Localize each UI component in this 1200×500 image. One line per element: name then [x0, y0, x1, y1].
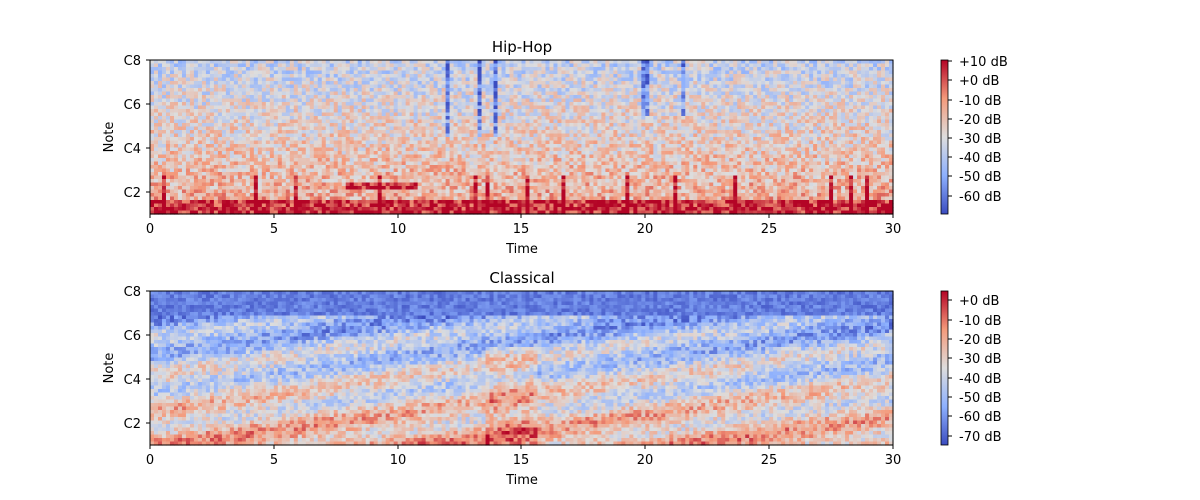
x-axis-label: Time	[505, 473, 538, 488]
colorbar-tick-label: +0 dB	[959, 294, 999, 309]
x-tick-label: 10	[390, 222, 407, 237]
x-tick: 0	[146, 445, 154, 468]
y-tick-label: C8	[124, 285, 141, 300]
y-tick-label: C6	[124, 98, 141, 113]
x-tick: 10	[390, 214, 407, 237]
colorbar-tick-label: -50 dB	[959, 170, 1002, 185]
x-tick-label: 20	[637, 453, 654, 468]
colorbar-tick: -30 dB	[948, 352, 1002, 367]
colorbar-tick: -20 dB	[948, 333, 1002, 348]
x-tick: 5	[270, 445, 278, 468]
colorbar-tick: +10 dB	[948, 55, 1008, 70]
colorbar-tick: -10 dB	[948, 94, 1002, 109]
y-tick: C6	[124, 329, 150, 344]
x-axis: 0 5 10 15 20 25 30 Time	[146, 445, 901, 488]
y-tick-label: C4	[124, 373, 141, 388]
colorbar-tick-label: -40 dB	[959, 372, 1002, 387]
x-tick: 5	[270, 214, 278, 237]
colorbar-tick-label: -70 dB	[959, 430, 1002, 445]
y-tick: C8	[124, 54, 150, 69]
colorbar-tick: +0 dB	[948, 74, 999, 89]
colorbar-tick-label: -40 dB	[959, 151, 1002, 166]
x-tick-label: 20	[637, 222, 654, 237]
x-tick: 15	[513, 445, 530, 468]
y-tick: C4	[124, 373, 150, 388]
colorbar-tick: -60 dB	[948, 410, 1002, 425]
colorbar: +0 dB -10 dB -20 dB -30 dB -40 dB -50 dB…	[940, 290, 1002, 446]
y-tick: C2	[124, 417, 150, 432]
colorbar-tick: -20 dB	[948, 113, 1002, 128]
x-tick: 25	[761, 445, 778, 468]
x-tick-label: 10	[390, 453, 407, 468]
x-axis: 0 5 10 15 20 25 30 Time	[146, 214, 901, 257]
x-tick-label: 25	[761, 453, 778, 468]
x-tick: 30	[885, 445, 902, 468]
colorbar-tick: -50 dB	[948, 170, 1002, 185]
colorbar-tick-label: +10 dB	[959, 55, 1008, 70]
x-tick-label: 5	[270, 453, 278, 468]
x-axis-label: Time	[505, 242, 538, 257]
x-tick-label: 25	[761, 222, 778, 237]
colorbar-tick-label: -60 dB	[959, 410, 1002, 425]
y-axis-label: Note	[102, 353, 117, 384]
colorbar-tick-label: +0 dB	[959, 74, 999, 89]
y-tick: C8	[124, 285, 150, 300]
x-tick: 25	[761, 214, 778, 237]
colorbar-tick-label: -50 dB	[959, 391, 1002, 406]
y-tick: C6	[124, 98, 150, 113]
colorbar-tick: -50 dB	[948, 391, 1002, 406]
colorbar-tick-label: -10 dB	[959, 94, 1002, 109]
y-tick-label: C2	[124, 417, 141, 432]
colorbar: +10 dB +0 dB -10 dB -20 dB -30 dB -40 dB…	[940, 55, 1008, 215]
spectrogram-classical	[150, 291, 894, 446]
y-tick-label: C6	[124, 329, 141, 344]
y-axis: C2 C4 C6 C8 Note	[102, 54, 150, 201]
colorbar-tick-label: -30 dB	[959, 352, 1002, 367]
y-axis: C2 C4 C6 C8 Note	[102, 285, 150, 432]
colorbar-tick-label: -10 dB	[959, 314, 1002, 329]
x-tick: 10	[390, 445, 407, 468]
x-tick-label: 30	[885, 453, 902, 468]
colorbar-tick-label: -20 dB	[959, 113, 1002, 128]
x-tick-label: 5	[270, 222, 278, 237]
colorbar-tick: -60 dB	[948, 190, 1002, 205]
x-tick: 0	[146, 214, 154, 237]
colorbar-tick-label: -30 dB	[959, 132, 1002, 147]
colorbar-tick-label: -60 dB	[959, 190, 1002, 205]
colorbar-tick: +0 dB	[948, 294, 999, 309]
spectrogram-hiphop	[150, 60, 894, 215]
colorbar-tick: -30 dB	[948, 132, 1002, 147]
colorbar-gradient	[940, 290, 949, 446]
y-tick-label: C8	[124, 54, 141, 69]
panel-classical: Classical 0 5 10 15 20 25 30 Time C2 C4 …	[102, 269, 1002, 488]
x-tick-label: 15	[513, 453, 530, 468]
y-axis-label: Note	[102, 122, 117, 153]
x-tick: 15	[513, 214, 530, 237]
panel-hiphop: Hip-Hop 0 5 10 15 20 25 30 Time C2 C4 C6…	[102, 38, 1008, 257]
x-tick: 20	[637, 445, 654, 468]
chart-title: Classical	[489, 269, 554, 287]
y-tick-label: C4	[124, 142, 141, 157]
y-tick-label: C2	[124, 186, 141, 201]
x-tick-label: 15	[513, 222, 530, 237]
colorbar-tick: -40 dB	[948, 151, 1002, 166]
y-tick: C4	[124, 142, 150, 157]
colorbar-tick-label: -20 dB	[959, 333, 1002, 348]
x-tick: 30	[885, 214, 902, 237]
x-tick-label: 0	[146, 222, 154, 237]
x-tick-label: 0	[146, 453, 154, 468]
x-tick-label: 30	[885, 222, 902, 237]
colorbar-tick: -70 dB	[948, 430, 1002, 445]
colorbar-tick: -10 dB	[948, 314, 1002, 329]
x-tick: 20	[637, 214, 654, 237]
colorbar-gradient	[940, 59, 949, 215]
y-tick: C2	[124, 186, 150, 201]
colorbar-tick: -40 dB	[948, 372, 1002, 387]
chart-title: Hip-Hop	[492, 38, 552, 56]
